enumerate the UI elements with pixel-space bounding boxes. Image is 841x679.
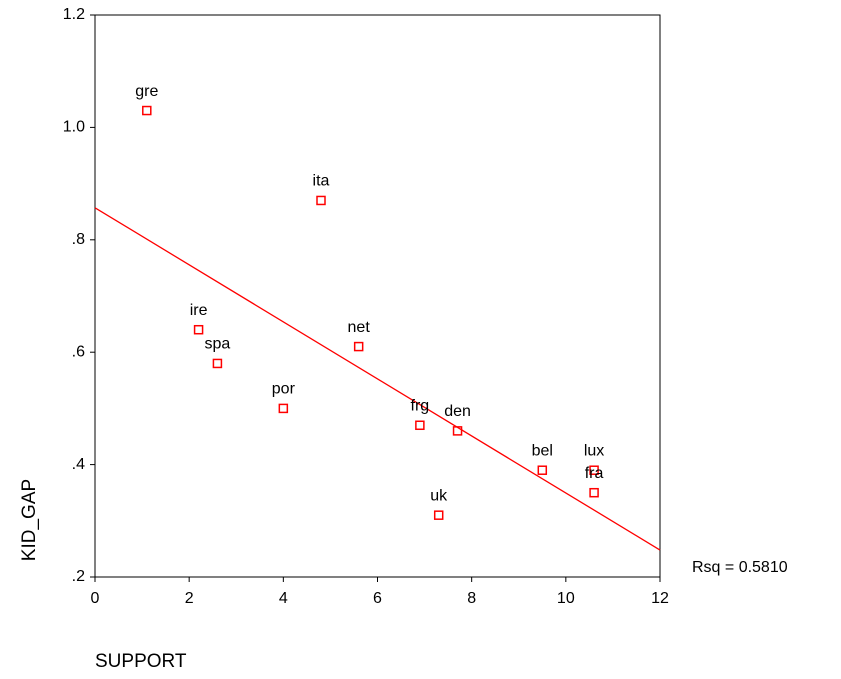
point — [353, 341, 364, 352]
point — [278, 403, 289, 414]
point — [212, 358, 223, 369]
point-label: fra — [585, 465, 604, 482]
point — [193, 324, 204, 335]
plot-frame — [94, 14, 661, 578]
x-tick-label: 6 — [373, 590, 382, 607]
x-tick-label: 10 — [557, 590, 575, 607]
y-axis-label: KID_GAP — [19, 479, 40, 561]
x-tick-label: 8 — [467, 590, 476, 607]
x-tick-label: 2 — [185, 590, 194, 607]
point-label: por — [272, 381, 296, 398]
point — [537, 465, 548, 475]
point-label: net — [348, 319, 371, 336]
y-tick-label: .2 — [72, 568, 85, 585]
point — [589, 465, 599, 475]
y-tick-label: .4 — [72, 456, 85, 473]
x-tick-label: 4 — [279, 590, 288, 607]
point-label: ita — [313, 173, 330, 190]
point-label: bel — [532, 442, 553, 459]
point — [142, 105, 152, 116]
point — [452, 426, 463, 436]
point-label: ire — [190, 302, 208, 319]
point-label: spa — [205, 336, 231, 353]
point-label: gre — [135, 83, 158, 100]
annotation: Rsq = 0.5810 — [692, 559, 788, 576]
x-axis-label: SUPPORT — [95, 651, 187, 672]
y-tick-label: .8 — [72, 231, 85, 248]
point — [433, 510, 444, 520]
x-tick-label: 0 — [91, 590, 100, 607]
point-label: uk — [430, 487, 448, 504]
y-tick-label: 1.2 — [63, 6, 85, 23]
y-tick-label: .6 — [72, 343, 85, 360]
y-tick-label: 1.0 — [63, 119, 85, 136]
point — [316, 195, 326, 206]
point — [415, 420, 425, 431]
fit-line — [94, 207, 661, 551]
point-label: lux — [584, 442, 604, 459]
point-label: den — [444, 403, 471, 420]
x-tick-label: 12 — [651, 590, 669, 607]
point — [589, 487, 599, 498]
point-label: frg — [411, 397, 430, 414]
